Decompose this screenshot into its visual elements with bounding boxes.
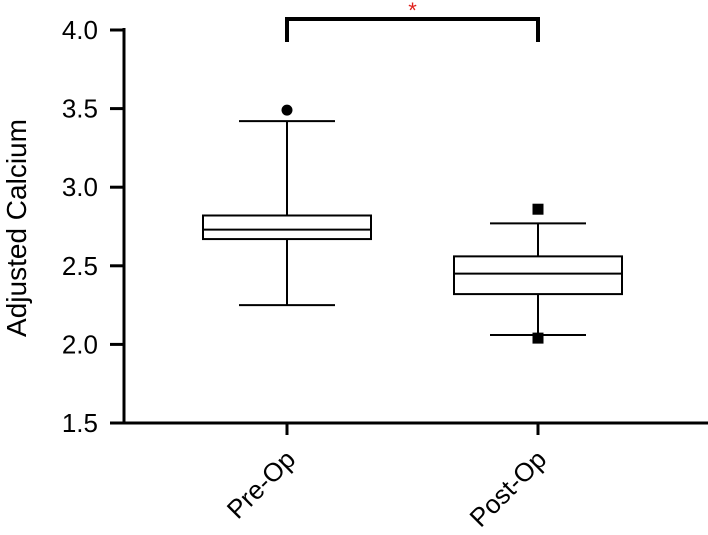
significance-annotation: * bbox=[285, 0, 540, 42]
outlier-point bbox=[532, 203, 544, 215]
significance-star: * bbox=[408, 0, 417, 23]
y-tick-label: 2.5 bbox=[62, 251, 98, 281]
outlier-point bbox=[532, 332, 544, 344]
box-postop bbox=[453, 203, 623, 344]
box-preop bbox=[202, 104, 372, 307]
significance-bracket bbox=[285, 17, 540, 42]
y-tick-label: 2.0 bbox=[62, 329, 98, 359]
outlier-point bbox=[281, 104, 293, 116]
iqr-box bbox=[202, 214, 372, 241]
y-tick-label: 3.5 bbox=[62, 94, 98, 124]
y-axis: 1.5 2.0 2.5 3.0 3.5 4.0 bbox=[62, 15, 126, 438]
x-tick-label: Post-Op bbox=[464, 444, 553, 533]
y-tick-label: 1.5 bbox=[62, 408, 98, 438]
x-tick-label: Pre-Op bbox=[221, 444, 301, 524]
boxes bbox=[202, 104, 623, 344]
y-tick-label: 3.0 bbox=[62, 172, 98, 202]
y-axis-label: Adjusted Calcium bbox=[1, 119, 32, 337]
y-tick-label: 4.0 bbox=[62, 15, 98, 45]
iqr-box bbox=[453, 255, 623, 296]
x-axis: Pre-Op Post-Op bbox=[122, 421, 708, 533]
